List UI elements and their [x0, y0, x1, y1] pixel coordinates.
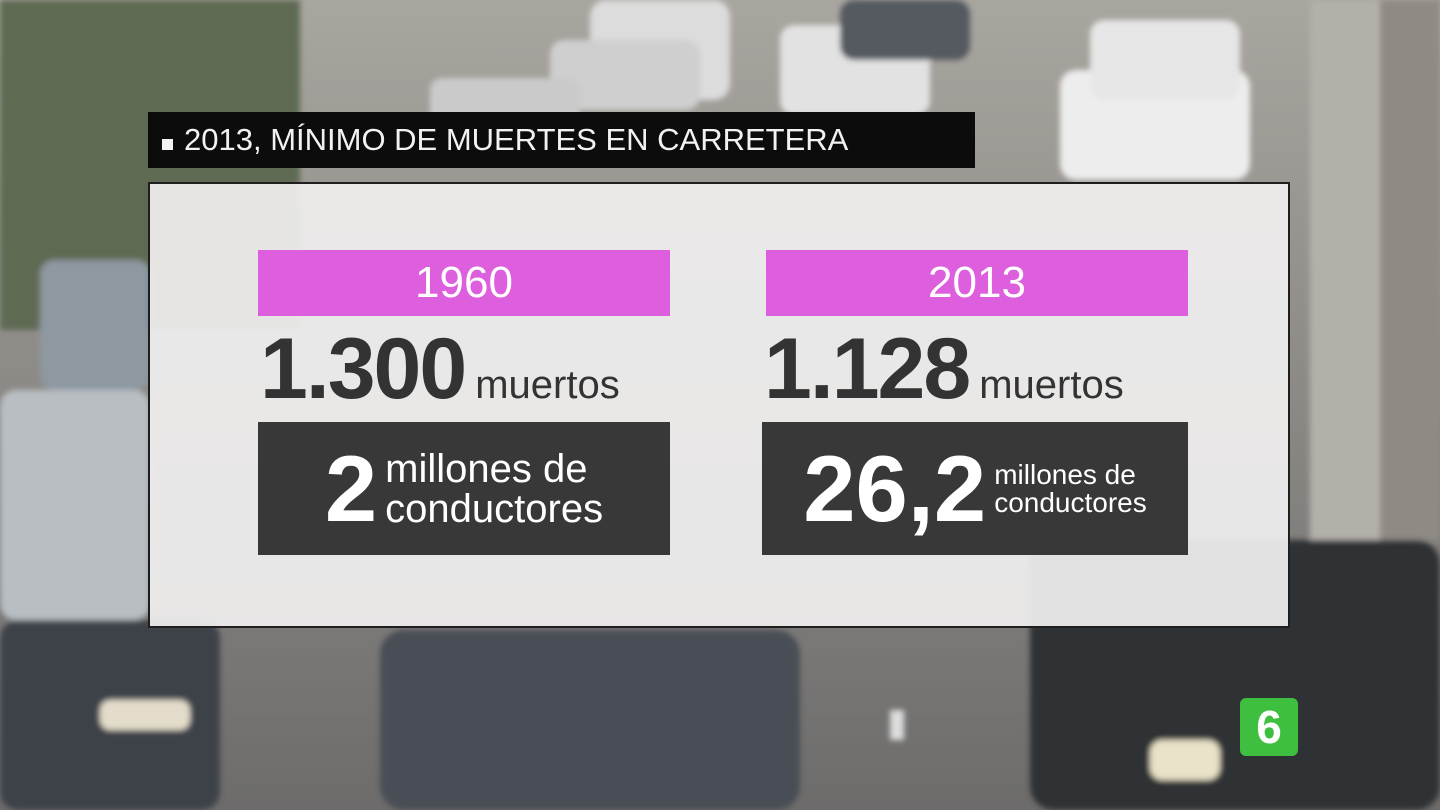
column: 2013 1.128 muertos 26,2 millones de cond…: [762, 250, 1188, 555]
deaths-number: 1.128: [764, 321, 971, 417]
column: 1960 1.300 muertos 2 millones de conduct…: [258, 250, 670, 555]
drivers-unit-line: conductores: [385, 486, 604, 531]
deaths: 1.300 muertos: [258, 316, 670, 422]
deaths-unit: muertos: [475, 363, 620, 407]
drivers-box: 2 millones de conductores: [258, 422, 670, 555]
title-bar: 2013, MÍNIMO DE MUERTES EN CARRETERA: [148, 112, 975, 168]
drivers-unit: millones de conductores: [994, 458, 1147, 518]
deaths-number: 1.300: [260, 321, 467, 417]
drivers-unit: millones de conductores: [385, 449, 603, 529]
drivers-unit-line: conductores: [994, 486, 1147, 518]
drivers-number: 26,2: [803, 435, 987, 541]
drivers-box: 26,2 millones de conductores: [762, 422, 1188, 555]
year-label: 1960: [258, 250, 670, 316]
drivers-unit-line: millones de: [994, 458, 1136, 490]
comparison-panel: 1960 1.300 muertos 2 millones de conduct…: [148, 182, 1290, 628]
year-label: 2013: [766, 250, 1188, 316]
drivers-number: 2: [324, 435, 378, 541]
deaths-unit: muertos: [979, 363, 1124, 407]
title: 2013, MÍNIMO DE MUERTES EN CARRETERA: [184, 122, 849, 157]
drivers-unit-line: millones de: [385, 446, 588, 491]
channel-logo: 6: [1240, 698, 1298, 756]
deaths: 1.128 muertos: [762, 316, 1188, 422]
